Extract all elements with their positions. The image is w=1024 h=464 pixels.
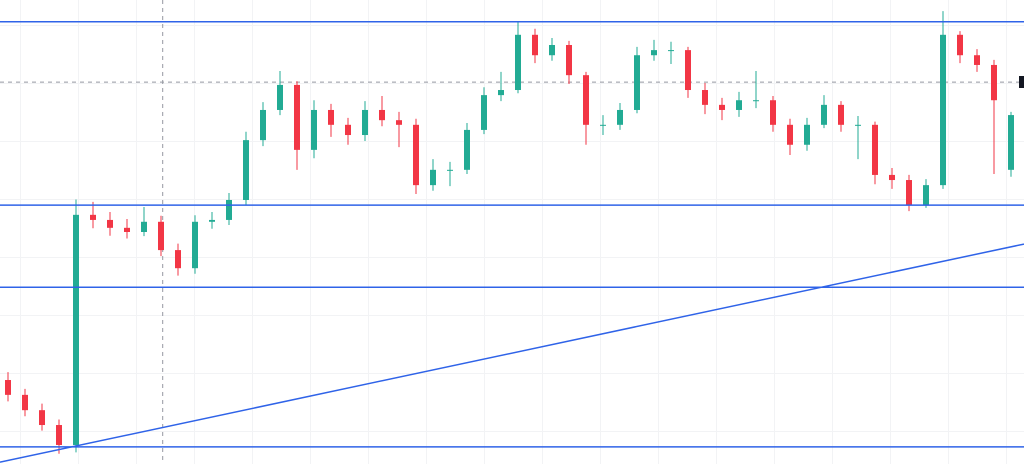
candle-body [277, 84, 283, 110]
candle-body [940, 34, 946, 186]
candle-body [1008, 115, 1014, 170]
candle-body [634, 55, 640, 110]
candle-body [923, 185, 929, 206]
candle-body [566, 45, 572, 76]
candle-body [328, 109, 334, 125]
candle-body [56, 425, 62, 445]
candle-body [753, 100, 759, 102]
candle-body [379, 109, 385, 121]
candle-body [991, 64, 997, 101]
candle-body [124, 227, 130, 232]
candle-body [90, 214, 96, 220]
price-marker [1019, 76, 1024, 88]
candle-body [702, 90, 708, 105]
candle-body [345, 124, 351, 136]
candle-body [481, 95, 487, 130]
candle-body [209, 219, 215, 222]
candle-body [736, 100, 742, 110]
candle-body [719, 104, 725, 110]
candle-body [872, 124, 878, 175]
candle-body [685, 50, 691, 91]
candle-body [617, 109, 623, 125]
candle-body [107, 219, 113, 228]
candle-body [770, 100, 776, 125]
candle-body [158, 221, 164, 251]
candle-body [889, 174, 895, 181]
candle-body [5, 380, 11, 395]
candle-body [787, 124, 793, 145]
candle-body [821, 104, 827, 125]
candle-body [838, 104, 844, 125]
candle-body [651, 50, 657, 56]
trend-line [0, 243, 1024, 463]
candle-body [668, 50, 674, 52]
candle-body [532, 34, 538, 56]
candle-body [413, 124, 419, 186]
candle-body [447, 169, 453, 171]
candle-body [311, 109, 317, 150]
candle-body [243, 140, 249, 200]
candle-body [294, 84, 300, 150]
candle-body [906, 180, 912, 206]
candle-body [430, 169, 436, 186]
candle-body [600, 124, 606, 126]
candle-body [583, 75, 589, 125]
candle-body [175, 250, 181, 269]
candle-body [957, 34, 963, 56]
candle-body [549, 45, 555, 56]
candle-body [192, 221, 198, 269]
candle-body [39, 410, 45, 426]
candle-body [804, 124, 810, 145]
candle-body [464, 129, 470, 170]
candle-body [141, 221, 147, 232]
candle-body [22, 394, 28, 411]
candle-body [515, 34, 521, 91]
candle-body [362, 109, 368, 136]
candle-body [855, 124, 861, 126]
candle-body [396, 120, 402, 125]
candle-body [73, 214, 79, 445]
candle-body [498, 90, 504, 96]
candle-body [226, 199, 232, 220]
candle-body [974, 55, 980, 65]
candle-body [260, 109, 266, 141]
